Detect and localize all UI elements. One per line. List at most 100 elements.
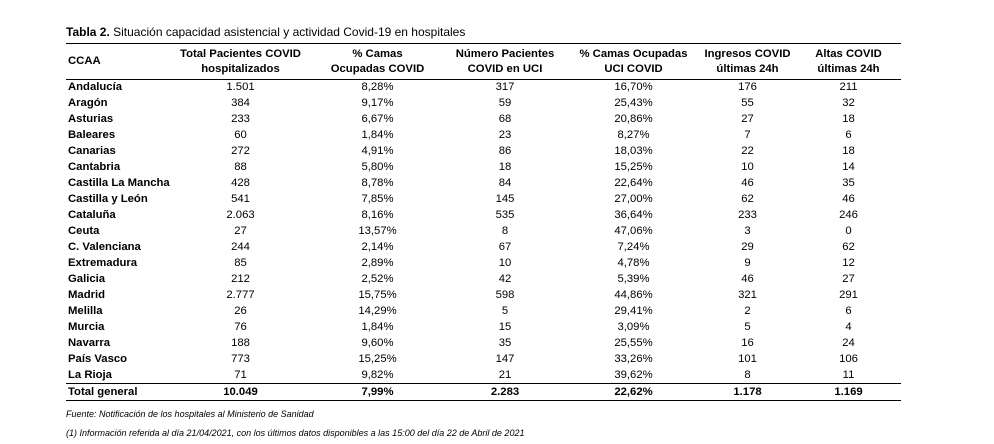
header-line: % Camas [352, 47, 403, 60]
cell-admissions: 16 [741, 337, 754, 349]
cell-ccaa: Canarias [68, 145, 116, 157]
table-row: Aragón 384 9,17% 59 25,43% 55 32 [66, 96, 901, 112]
cell-ccaa: Galicia [68, 273, 106, 285]
cell-icu-patients: 8 [501, 225, 509, 237]
cell-total-patients: 76 [234, 321, 247, 333]
total-discharges: 1.169 [796, 383, 901, 401]
table-header: CCAA Total Pacientes COVID hospitalizados%… [66, 43, 901, 80]
cell-discharges: 62 [842, 241, 855, 253]
cell-pct-icu-beds: 29,41% [614, 305, 653, 317]
cell-pct-beds: 1,84% [361, 129, 394, 141]
cell-ccaa: La Rioja [68, 368, 112, 381]
cell-icu-patients: 23 [498, 129, 512, 141]
cell-icu-patients: 535 [495, 209, 515, 221]
cell-icu-patients: 84 [498, 177, 512, 189]
cell-pct-beds: 15,75% [358, 289, 397, 301]
cell-pct-icu-beds: 25,43% [614, 97, 653, 109]
cell-pct-icu-beds: 39,62% [614, 368, 653, 381]
cell-ccaa: Castilla y León [68, 193, 148, 205]
table-row: Castilla La Mancha 428 8,78% 84 22,64% 46 35 [66, 176, 901, 192]
cell-icu-patients: 18 [498, 161, 512, 173]
cell-discharges: 106 [839, 353, 858, 365]
header-line: hospitalizados [201, 62, 280, 75]
total-pct-icu-beds: 22,62% [568, 383, 699, 401]
cell-admissions: 233 [738, 209, 757, 221]
table-row: C. Valenciana 244 2,14% 67 7,24% 29 62 [66, 240, 901, 256]
cell-admissions: 5 [744, 321, 751, 333]
cell-ccaa: Castilla La Mancha [68, 177, 170, 189]
cell-total-patients: 244 [231, 241, 250, 253]
cell-pct-beds: 4,91% [361, 145, 394, 157]
cell-discharges: 246 [839, 209, 858, 221]
table-row: Galicia 212 2,52% 42 5,39% 46 27 [66, 272, 901, 288]
cell-ccaa: Melilla [68, 305, 103, 317]
total-icu-patients: 2.283 [442, 383, 568, 401]
header-total-patients: Total Pacientes COVID hospitalizados [168, 43, 313, 80]
header-line: UCI COVID [604, 62, 663, 75]
cell-icu-patients: 147 [495, 353, 515, 365]
cell-pct-beds: 14,29% [358, 305, 397, 317]
cell-total-patients: 233 [231, 113, 250, 125]
cell-admissions: 29 [741, 241, 754, 253]
cell-icu-patients: 145 [495, 193, 515, 205]
cell-admissions: 55 [741, 97, 754, 109]
cell-pct-icu-beds: 4,78% [617, 257, 650, 269]
cell-icu-patients: 317 [495, 81, 515, 94]
table-row: Andalucía 1.501 8,28% 317 16,70% 176 211 [66, 80, 901, 96]
cell-icu-patients: 42 [498, 273, 512, 285]
cell-icu-patients: 21 [498, 368, 512, 381]
cell-discharges: 4 [845, 321, 852, 333]
cell-ccaa: Extremadura [68, 257, 138, 269]
cell-discharges: 11 [842, 368, 855, 381]
cell-ccaa: Andalucía [68, 81, 122, 94]
cell-admissions: 10 [741, 161, 754, 173]
cell-ccaa: C. Valenciana [68, 241, 141, 253]
cell-pct-beds: 9,82% [361, 368, 394, 381]
cell-icu-patients: 67 [498, 241, 512, 253]
cell-discharges: 211 [839, 81, 858, 94]
cell-admissions: 22 [741, 145, 754, 157]
cell-pct-icu-beds: 33,26% [614, 353, 653, 365]
cell-total-patients: 384 [231, 97, 250, 109]
cell-ccaa: Asturias [68, 113, 114, 125]
header-line: CCAA [68, 55, 101, 67]
table-row: Ceuta 27 13,57% 8 47,06% 3 0 [66, 224, 901, 240]
table-footer: Total general 10.049 7,99% 2.283 22,62% 1.178… [66, 383, 901, 401]
cell-icu-patients: 68 [498, 113, 512, 125]
header-line: últimas 24h [817, 62, 880, 75]
header-row: CCAA Total Pacientes COVID hospitalizados%… [66, 43, 901, 80]
header-line: COVID en UCI [467, 62, 543, 75]
cell-discharges: 12 [842, 257, 855, 269]
cell-icu-patients: 10 [498, 257, 512, 269]
cell-discharges: 24 [842, 337, 855, 349]
cell-pct-beds: 9,17% [361, 97, 394, 109]
cell-icu-patients: 59 [498, 97, 512, 109]
header-line: últimas 24h [716, 62, 779, 75]
cell-discharges: 35 [842, 177, 855, 189]
cell-icu-patients: 86 [498, 145, 512, 157]
cell-pct-beds: 2,52% [361, 273, 394, 285]
cell-total-patients: 2.777 [226, 289, 255, 301]
table-row: Canarias 272 4,91% 86 18,03% 22 18 [66, 144, 901, 160]
cell-icu-patients: 598 [495, 289, 515, 301]
info-note: (1) Información referida al día 21/04/20… [66, 428, 525, 438]
cell-admissions: 9 [744, 257, 751, 269]
cell-admissions: 176 [738, 81, 757, 94]
cell-total-patients: 88 [234, 161, 247, 173]
total-total-patients: 10.049 [168, 383, 313, 401]
table-row: Melilla 26 14,29% 5 29,41% 2 6 [66, 304, 901, 320]
cell-total-patients: 27 [234, 225, 247, 237]
table-row: Asturias 233 6,67% 68 20,86% 27 18 [66, 112, 901, 128]
cell-discharges: 32 [842, 97, 855, 109]
cell-admissions: 62 [741, 193, 754, 205]
cell-pct-beds: 8,78% [361, 177, 394, 189]
cell-pct-icu-beds: 8,27% [617, 129, 650, 141]
total-ccaa: Total general [66, 383, 168, 401]
cell-pct-icu-beds: 18,03% [614, 145, 653, 157]
cell-total-patients: 212 [231, 273, 250, 285]
table-caption: Tabla 2. Situación capacidad asistencial… [66, 25, 465, 39]
cell-discharges: 6 [845, 129, 852, 141]
header-ccaa: CCAA [66, 43, 168, 80]
table-row: País Vasco 773 15,25% 147 33,26% 101 106 [66, 352, 901, 368]
cell-pct-icu-beds: 7,24% [617, 241, 650, 253]
